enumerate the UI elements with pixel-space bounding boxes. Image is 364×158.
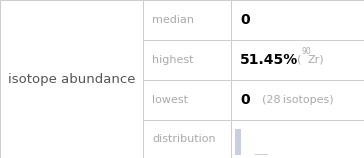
Bar bbox=[256, 154, 262, 155]
Bar bbox=[235, 129, 241, 155]
Text: lowest: lowest bbox=[152, 95, 188, 105]
Bar bbox=[262, 154, 268, 155]
Text: 90: 90 bbox=[301, 47, 311, 56]
Text: (: ( bbox=[297, 55, 301, 65]
Text: (28 isotopes): (28 isotopes) bbox=[262, 95, 334, 105]
Text: Zr): Zr) bbox=[308, 55, 324, 65]
Text: 0: 0 bbox=[240, 93, 250, 107]
Text: 0: 0 bbox=[240, 13, 250, 27]
Text: distribution: distribution bbox=[152, 134, 216, 144]
Text: 51.45%: 51.45% bbox=[240, 53, 298, 67]
Text: median: median bbox=[152, 15, 194, 25]
Text: highest: highest bbox=[152, 55, 194, 65]
Text: isotope abundance: isotope abundance bbox=[8, 73, 135, 85]
